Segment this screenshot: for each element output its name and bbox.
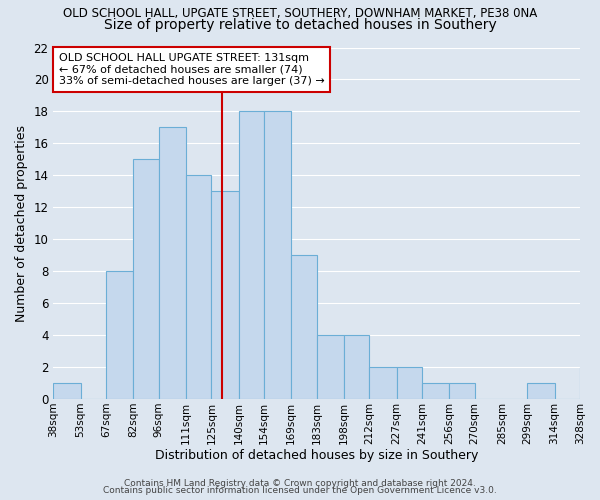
Bar (317, 335, 344, 399)
Bar (106, 271, 133, 399)
Bar (527, 383, 554, 399)
Bar (239, 112, 264, 399)
Bar (53, 383, 80, 399)
Text: Size of property relative to detached houses in Southery: Size of property relative to detached ho… (104, 18, 496, 32)
Bar (159, 128, 186, 399)
Bar (422, 383, 449, 399)
Bar (370, 367, 397, 399)
X-axis label: Distribution of detached houses by size in Southery: Distribution of detached houses by size … (155, 450, 478, 462)
Text: OLD SCHOOL HALL UPGATE STREET: 131sqm
← 67% of detached houses are smaller (74)
: OLD SCHOOL HALL UPGATE STREET: 131sqm ← … (59, 53, 325, 86)
Bar (291, 255, 317, 399)
Text: Contains public sector information licensed under the Open Government Licence v3: Contains public sector information licen… (103, 486, 497, 495)
Bar (211, 192, 239, 399)
Bar (264, 112, 291, 399)
Bar (133, 160, 159, 399)
Text: OLD SCHOOL HALL, UPGATE STREET, SOUTHERY, DOWNHAM MARKET, PE38 0NA: OLD SCHOOL HALL, UPGATE STREET, SOUTHERY… (63, 8, 537, 20)
Bar (449, 383, 475, 399)
Bar (397, 367, 422, 399)
Bar (344, 335, 370, 399)
Bar (186, 176, 211, 399)
Y-axis label: Number of detached properties: Number of detached properties (15, 125, 28, 322)
Bar (580, 367, 600, 399)
Text: Contains HM Land Registry data © Crown copyright and database right 2024.: Contains HM Land Registry data © Crown c… (124, 478, 476, 488)
